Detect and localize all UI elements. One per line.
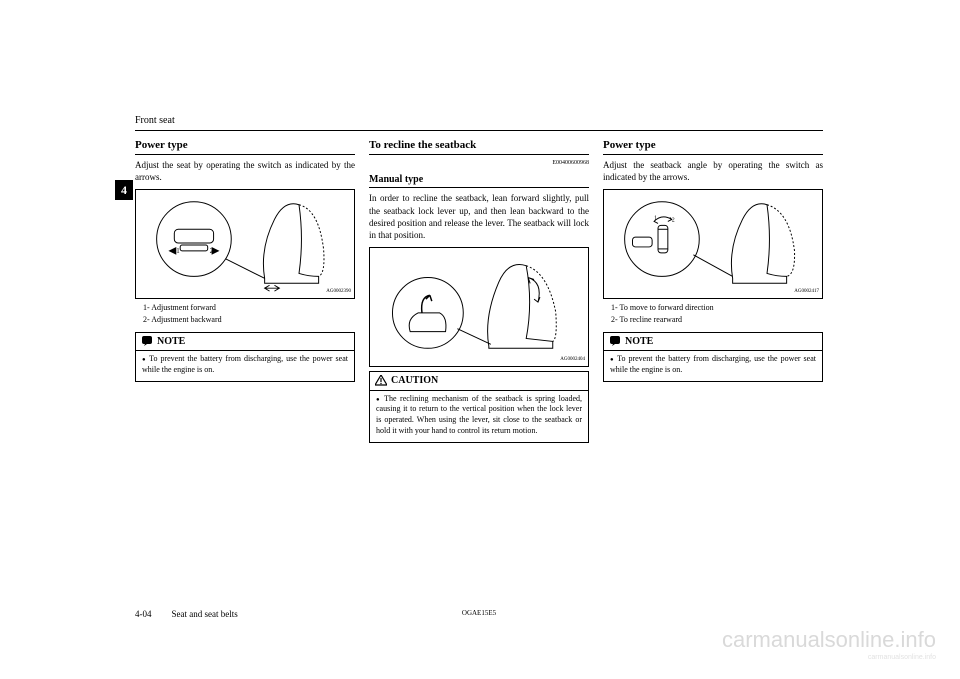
- column-1: Power type Adjust the seat by operating …: [135, 138, 355, 443]
- col3-legend: 1- To move to forward direction 2- To re…: [603, 303, 823, 326]
- col2-caution-text: The reclining mechanism of the seatback …: [376, 394, 582, 437]
- col1-body: Adjust the seat by operating the switch …: [135, 159, 355, 183]
- seat-adjust-diagram: 1 2: [136, 190, 354, 298]
- column-2: To recline the seatback E00400600968 Man…: [369, 138, 589, 443]
- col1-note-box: NOTE To prevent the battery from dischar…: [135, 332, 355, 382]
- col1-note-label: NOTE: [157, 335, 185, 349]
- col1-legend-1: 1- Adjustment forward: [143, 303, 355, 314]
- col1-legend-2: 2- Adjustment backward: [143, 315, 355, 326]
- watermark-main: carmanualsonline.info: [722, 627, 936, 653]
- caution-icon: [375, 375, 387, 386]
- col3-heading: Power type: [603, 138, 823, 155]
- switch-label-2: 2: [210, 248, 214, 255]
- col2-sub-heading: Manual type: [369, 173, 589, 189]
- col3-note-box: NOTE To prevent the battery from dischar…: [603, 332, 823, 382]
- col3-note-body: To prevent the battery from discharging,…: [604, 351, 822, 381]
- col2-caution-label: CAUTION: [391, 374, 438, 388]
- seatback-switch-diagram: 1 2: [604, 190, 822, 298]
- col3-legend-1: 1- To move to forward direction: [611, 303, 823, 314]
- col1-note-head: NOTE: [136, 333, 354, 352]
- col3-figure: 1 2 AG0002417: [603, 189, 823, 299]
- col1-note-text: To prevent the battery from discharging,…: [142, 354, 348, 376]
- col1-heading: Power type: [135, 138, 355, 155]
- seat-recline-diagram: [370, 248, 588, 366]
- col1-legend: 1- Adjustment forward 2- Adjustment back…: [135, 303, 355, 326]
- footer-page-num: 4-04: [135, 609, 152, 619]
- header-rule: [135, 130, 823, 131]
- switch-label-1: 1: [176, 248, 180, 255]
- footer-left: 4-04 Seat and seat belts: [135, 609, 238, 619]
- footer: 4-04 Seat and seat belts OGAE15E5: [135, 609, 823, 619]
- switch-label-2b: 2: [672, 218, 675, 224]
- col2-caution-head: CAUTION: [370, 372, 588, 391]
- col2-caution-body: The reclining mechanism of the seatback …: [370, 391, 588, 442]
- col2-figure-code: AG0002404: [560, 357, 585, 364]
- watermark-sub: carmanualsonline.info: [868, 654, 936, 661]
- col3-note-head: NOTE: [604, 333, 822, 352]
- col1-figure-code: AG0002390: [326, 289, 351, 296]
- col1-figure: 1 2 AG0002390: [135, 189, 355, 299]
- note-icon: [609, 335, 621, 347]
- header-title: Front seat: [135, 115, 175, 126]
- col1-note-body: To prevent the battery from discharging,…: [136, 351, 354, 381]
- col2-figure: AG0002404: [369, 247, 589, 367]
- col3-note-label: NOTE: [625, 335, 653, 349]
- col3-note-text: To prevent the battery from discharging,…: [610, 354, 816, 376]
- footer-section: Seat and seat belts: [172, 609, 238, 619]
- col3-legend-2: 2- To recline rearward: [611, 315, 823, 326]
- footer-doc-code: OGAE15E5: [462, 609, 496, 617]
- col2-code-id: E00400600968: [369, 159, 589, 167]
- page-tab: 4: [115, 180, 133, 200]
- col3-body: Adjust the seatback angle by operating t…: [603, 159, 823, 183]
- col2-heading: To recline the seatback: [369, 138, 589, 155]
- content-columns: Power type Adjust the seat by operating …: [135, 138, 823, 443]
- col2-caution-box: CAUTION The reclining mechanism of the s…: [369, 371, 589, 443]
- col2-body: In order to recline the seatback, lean f…: [369, 192, 589, 241]
- col3-figure-code: AG0002417: [794, 289, 819, 296]
- note-icon: [141, 335, 153, 347]
- switch-label-1b: 1: [654, 216, 657, 222]
- column-3: Power type Adjust the seatback angle by …: [603, 138, 823, 443]
